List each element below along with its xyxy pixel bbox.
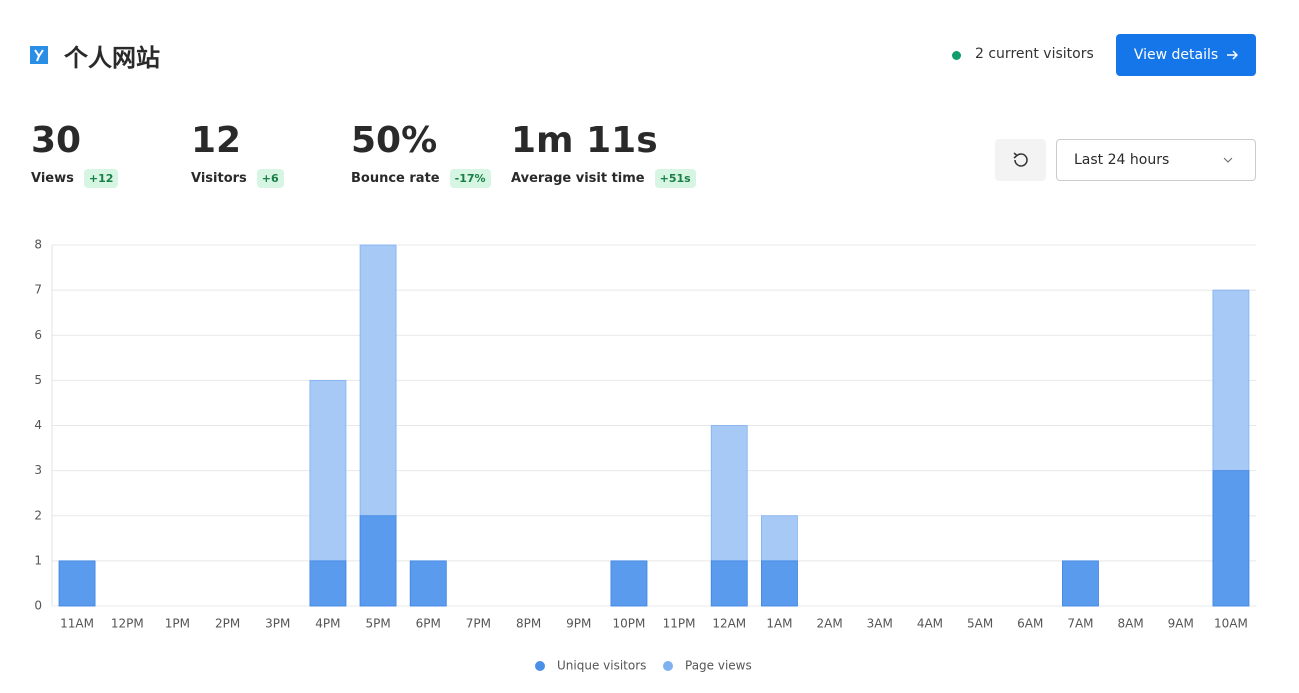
x-tick-label: 1PM	[165, 617, 190, 631]
metric-label: Bounce rate	[351, 171, 440, 186]
metric-value: 12	[191, 120, 242, 161]
chevron	[1223, 157, 1233, 163]
metric-value: 30	[31, 120, 82, 161]
x-tick-label: 9AM	[1168, 617, 1194, 631]
x-tick-label: 12AM	[712, 617, 746, 631]
metric: 50% Bounce rate -17%	[351, 120, 491, 188]
site-title: 个人网站	[64, 44, 160, 72]
x-tick-label: 5PM	[365, 617, 390, 631]
metric: 1m 11s Average visit time +51s	[511, 120, 696, 188]
x-tick-label: 4AM	[917, 617, 943, 631]
x-tick-label: 11AM	[60, 617, 94, 631]
metric-label-row: Average visit time +51s	[511, 169, 696, 188]
y-tick-label: 4	[34, 418, 42, 432]
metric: 30 Views +12	[31, 120, 119, 188]
bar	[309, 560, 347, 607]
y-tick-label: 1	[34, 553, 42, 567]
refresh-icon	[1013, 152, 1028, 167]
view-details-button[interactable]: View details	[1116, 34, 1256, 76]
x-tick-label: 7AM	[1067, 617, 1093, 631]
metric-label-row: Visitors +6	[191, 169, 284, 188]
arrow-icon	[1227, 50, 1239, 60]
button-label: View details	[1133, 47, 1219, 63]
legend-label: Page views	[685, 659, 752, 673]
y-tick-label: 5	[34, 373, 42, 387]
y-tick-label: 3	[34, 463, 42, 477]
range-select[interactable]: Last 24 hours	[1056, 139, 1256, 181]
metric-label-row: Views +12	[31, 169, 119, 188]
range-label: Last 24 hours	[1074, 152, 1170, 168]
chart: 0 1 2 3 4 5 6 7 8 11AM 12PM 1PM 2PM 3PM 4PM 5PM 6PM 7PM 8P…	[34, 238, 1256, 673]
y-tick-label: 2	[34, 508, 42, 522]
bar	[610, 560, 648, 607]
x-tick-label: 1AM	[766, 617, 792, 631]
metric-value: 50%	[351, 120, 438, 161]
metric: 12 Visitors +6	[191, 120, 284, 188]
x-tick-label: 7PM	[466, 617, 491, 631]
metric-change: +12	[83, 169, 119, 188]
metric-change: -17%	[449, 169, 491, 188]
metric-label: Average visit time	[511, 171, 645, 186]
legend-label: Unique visitors	[557, 659, 646, 673]
legend-swatch	[663, 661, 673, 671]
metric-label-row: Bounce rate -17%	[351, 169, 491, 188]
x-tick-label: 2AM	[816, 617, 842, 631]
x-tick-label: 3PM	[265, 617, 290, 631]
x-tick-label: 9PM	[566, 617, 591, 631]
x-tick-label: 5AM	[967, 617, 993, 631]
legend-swatch	[535, 661, 545, 671]
x-tick-label: 6AM	[1017, 617, 1043, 631]
x-tick-label: 3AM	[867, 617, 893, 631]
metric-label: Visitors	[191, 171, 247, 186]
x-tick-label: 8AM	[1117, 617, 1143, 631]
x-tick-label: 8PM	[516, 617, 541, 631]
x-tick-label: 10PM	[612, 617, 645, 631]
metric-change: +51s	[654, 169, 696, 188]
refresh-button[interactable]	[995, 139, 1046, 181]
x-tick-label: 10AM	[1214, 617, 1248, 631]
y-tick-label: 0	[34, 599, 42, 613]
x-tick-label: 11PM	[663, 617, 696, 631]
live-dot	[952, 51, 961, 60]
x-tick-label: 6PM	[416, 617, 441, 631]
current-visitors[interactable]: 2 current visitors	[975, 46, 1094, 62]
x-tick-label: 12PM	[111, 617, 144, 631]
y-tick-label: 8	[34, 238, 42, 252]
metric-label: Views	[31, 171, 74, 186]
y-tick-label: 6	[34, 328, 42, 342]
bar	[359, 515, 397, 607]
bar	[761, 560, 798, 607]
bar	[409, 560, 447, 607]
bar	[1062, 560, 1099, 607]
metric-value: 1m 11s	[511, 120, 658, 161]
y-tick-label: 7	[34, 283, 42, 297]
bar	[58, 560, 96, 607]
metric-change: +6	[256, 169, 284, 188]
x-tick-label: 2PM	[215, 617, 240, 631]
bar	[710, 560, 748, 607]
logo	[30, 46, 48, 64]
bar	[1212, 470, 1250, 607]
x-tick-label: 4PM	[315, 617, 340, 631]
